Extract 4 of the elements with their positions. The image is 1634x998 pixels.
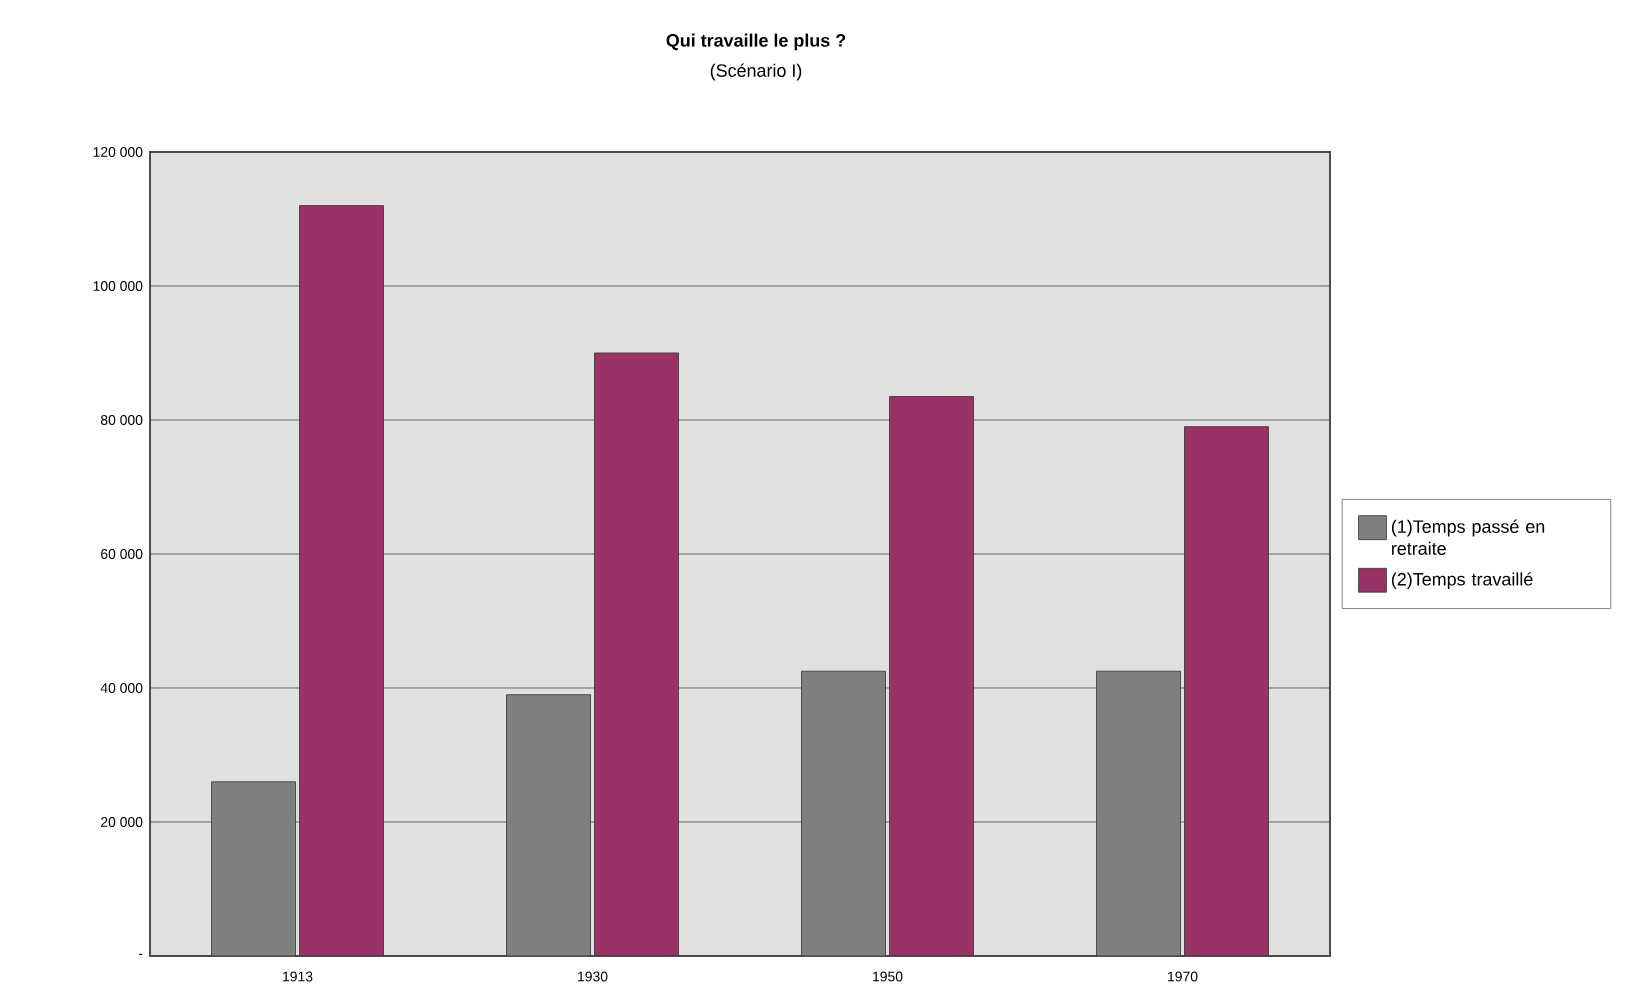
legend-label: (1)Temps passé en retraite (1391, 519, 1545, 555)
chart-title: Qui travaille le plus ? (666, 33, 846, 51)
legend-label: (2)Temps travaillé (1391, 572, 1533, 590)
chart-subtitle: (Scénario I) (710, 63, 802, 81)
